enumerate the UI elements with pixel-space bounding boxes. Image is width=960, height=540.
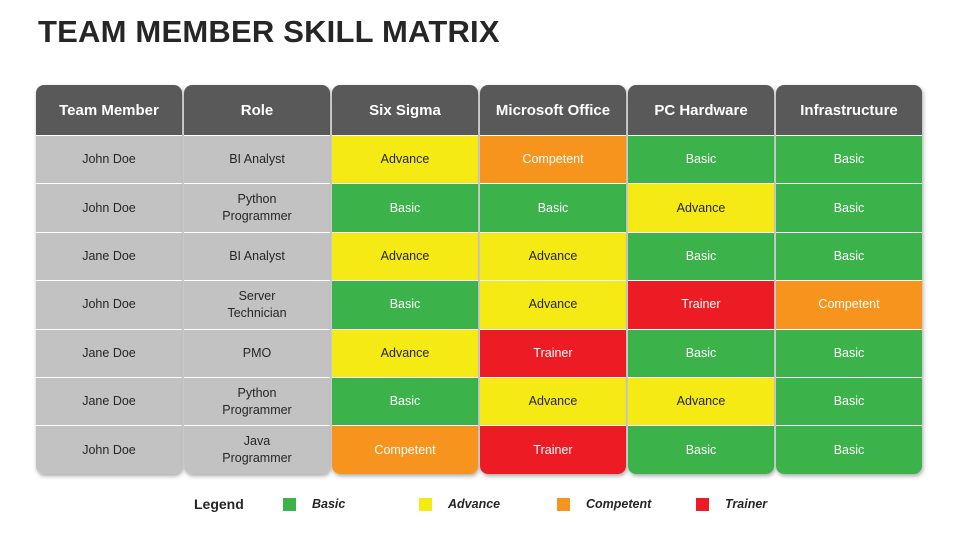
header-team-member: Team Member: [36, 85, 182, 135]
legend-swatch: [696, 497, 709, 511]
skill-cell: Basic: [776, 135, 922, 184]
skill-cell: Basic: [332, 183, 478, 232]
skill-cell: Competent: [332, 425, 478, 474]
column-team-member: Team Member John Doe John Doe Jane Doe J…: [36, 85, 182, 474]
column-microsoft-office: Microsoft Office Competent Basic Advance…: [480, 85, 626, 474]
role-cell: Python Programmer: [184, 183, 330, 232]
member-cell: John Doe: [36, 135, 182, 184]
member-cell: John Doe: [36, 425, 182, 474]
legend-label: Competent: [586, 497, 652, 511]
skill-cell: Advance: [480, 231, 626, 281]
legend-item-trainer: Trainer: [696, 497, 767, 511]
member-cell: Jane Doe: [36, 328, 182, 377]
role-cell: Java Programmer: [184, 425, 330, 474]
skill-cell: Advance: [628, 376, 774, 426]
skill-cell: Basic: [776, 376, 922, 426]
column-six-sigma: Six Sigma Advance Basic Advance Basic Ad…: [332, 85, 478, 474]
skill-cell: Advance: [332, 135, 478, 184]
page-title: TEAM MEMBER SKILL MATRIX: [38, 14, 500, 49]
skill-cell: Basic: [776, 183, 922, 232]
skill-cell: Basic: [628, 328, 774, 377]
header-pc-hardware: PC Hardware: [628, 85, 774, 135]
role-cell: BI Analyst: [184, 135, 330, 184]
skill-cell: Basic: [776, 231, 922, 281]
legend-label: Trainer: [725, 497, 768, 511]
skill-cell: Basic: [332, 280, 478, 329]
skill-cell: Trainer: [628, 280, 774, 329]
skill-matrix-table: Team Member John Doe John Doe Jane Doe J…: [36, 85, 922, 474]
legend-item-competent: Competent: [557, 497, 651, 511]
skill-cell: Basic: [480, 183, 626, 232]
legend-item-basic: Basic: [283, 497, 345, 511]
skill-cell: Competent: [776, 280, 922, 329]
role-cell: Server Technician: [184, 280, 330, 329]
legend-swatch: [419, 497, 432, 511]
legend-swatch: [557, 497, 570, 511]
member-cell: John Doe: [36, 183, 182, 232]
header-role: Role: [184, 85, 330, 135]
skill-cell: Basic: [776, 425, 922, 474]
skill-cell: Basic: [776, 328, 922, 377]
member-cell: Jane Doe: [36, 376, 182, 426]
header-six-sigma: Six Sigma: [332, 85, 478, 135]
legend-swatch: [283, 497, 296, 511]
skill-cell: Basic: [628, 231, 774, 281]
header-infrastructure: Infrastructure: [776, 85, 922, 135]
header-microsoft-office: Microsoft Office: [480, 85, 626, 135]
skill-cell: Advance: [480, 376, 626, 426]
legend: Legend Basic Advance Competent Trainer: [0, 496, 960, 516]
skill-cell: Advance: [332, 231, 478, 281]
member-cell: Jane Doe: [36, 231, 182, 281]
legend-item-advance: Advance: [419, 497, 500, 511]
legend-label: Basic: [312, 497, 346, 511]
skill-cell: Basic: [628, 135, 774, 184]
skill-cell: Basic: [332, 376, 478, 426]
role-cell: BI Analyst: [184, 231, 330, 281]
role-cell: Python Programmer: [184, 376, 330, 426]
skill-cell: Advance: [480, 280, 626, 329]
column-infrastructure: Infrastructure Basic Basic Basic Compete…: [776, 85, 922, 474]
member-cell: John Doe: [36, 280, 182, 329]
skill-cell: Basic: [628, 425, 774, 474]
skill-cell: Trainer: [480, 425, 626, 474]
column-pc-hardware: PC Hardware Basic Advance Basic Trainer …: [628, 85, 774, 474]
legend-label: Advance: [448, 497, 501, 511]
column-role: Role BI Analyst Python Programmer BI Ana…: [184, 85, 330, 474]
role-cell: PMO: [184, 328, 330, 377]
skill-cell: Competent: [480, 135, 626, 184]
legend-title: Legend: [194, 496, 244, 512]
skill-cell: Advance: [628, 183, 774, 232]
skill-cell: Trainer: [480, 328, 626, 377]
skill-cell: Advance: [332, 328, 478, 377]
